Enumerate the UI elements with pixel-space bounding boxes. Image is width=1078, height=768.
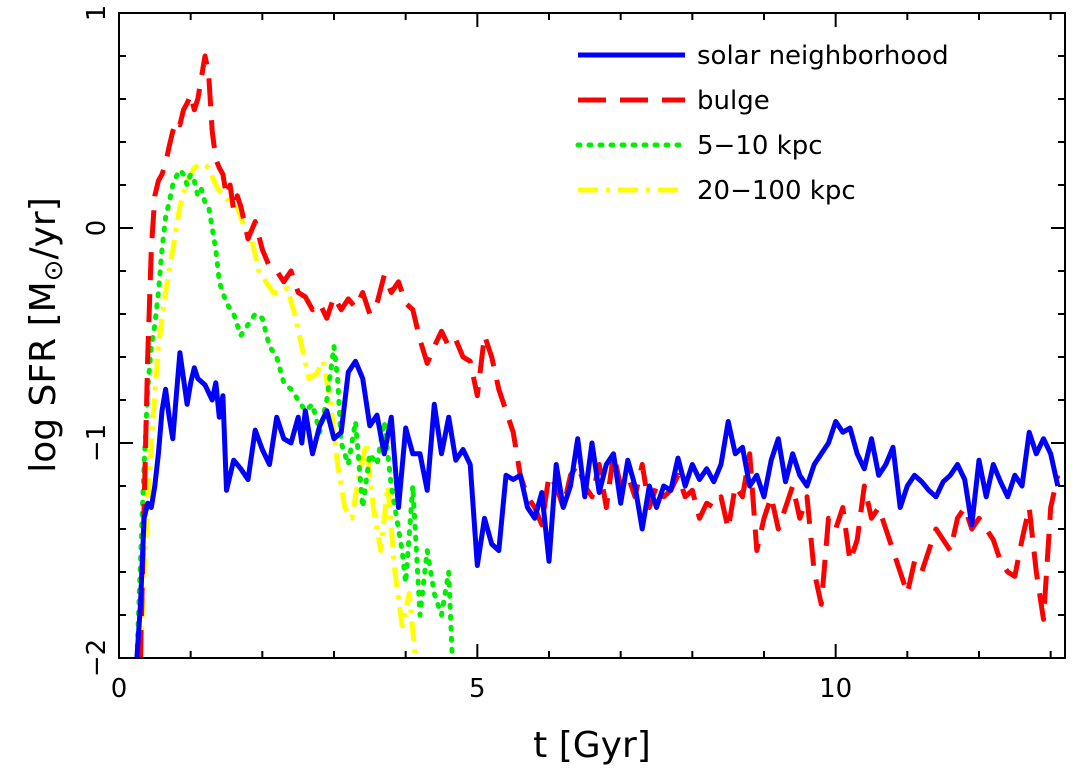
label-layer: 0 5 10 −2 −1 0 1 <box>82 5 852 704</box>
x-tick-label: 10 <box>819 674 852 704</box>
legend: solar neighborhood bulge 5−10 kpc 20−100 kp… <box>575 41 949 206</box>
y-axis-label: log SFR [M⊙/yr] <box>23 197 69 473</box>
legend-label-1: solar neighborhood <box>697 41 949 71</box>
x-axis-label: t [Gyr] <box>533 725 651 766</box>
x-tick-label: 5 <box>469 674 486 704</box>
series-layer <box>134 53 1061 658</box>
y-tick-label: 1 <box>82 5 112 22</box>
y-tick-label: 0 <box>82 220 112 237</box>
y-axis-label-main: log SFR [M <box>23 281 64 472</box>
y-axis-label-unit: /yr] <box>23 197 64 259</box>
y-tick-label: −2 <box>82 639 112 677</box>
series-line-3 <box>134 167 455 658</box>
y-tick-label: −1 <box>82 424 112 462</box>
legend-label-3: 5−10 kpc <box>697 131 823 161</box>
legend-label-4: 20−100 kpc <box>697 176 856 206</box>
series-line-1 <box>134 350 1061 658</box>
legend-label-2: bulge <box>697 86 770 116</box>
series-line-2 <box>138 53 1061 658</box>
series-line-4 <box>138 161 418 658</box>
tick-layer <box>118 12 1065 659</box>
x-tick-label: 0 <box>111 674 128 704</box>
y-axis-label-sun-subscript: ⊙ <box>39 260 69 282</box>
plot-frame <box>118 12 1066 659</box>
